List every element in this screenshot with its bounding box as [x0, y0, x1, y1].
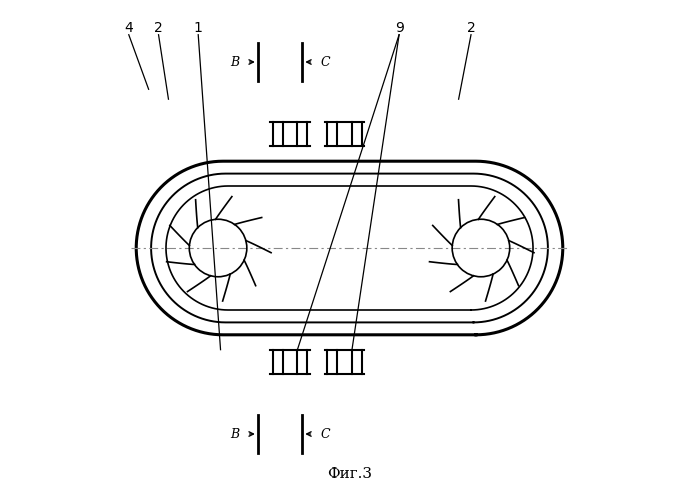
Text: 1: 1	[194, 21, 203, 35]
Text: C: C	[321, 428, 331, 440]
Text: B: B	[230, 56, 239, 68]
Text: 2: 2	[154, 21, 163, 35]
Text: 9: 9	[395, 21, 403, 35]
Text: Фиг.3: Фиг.3	[327, 467, 372, 481]
Text: 2: 2	[467, 21, 475, 35]
Text: B: B	[230, 428, 239, 440]
Text: 4: 4	[124, 21, 133, 35]
Text: C: C	[321, 56, 331, 68]
